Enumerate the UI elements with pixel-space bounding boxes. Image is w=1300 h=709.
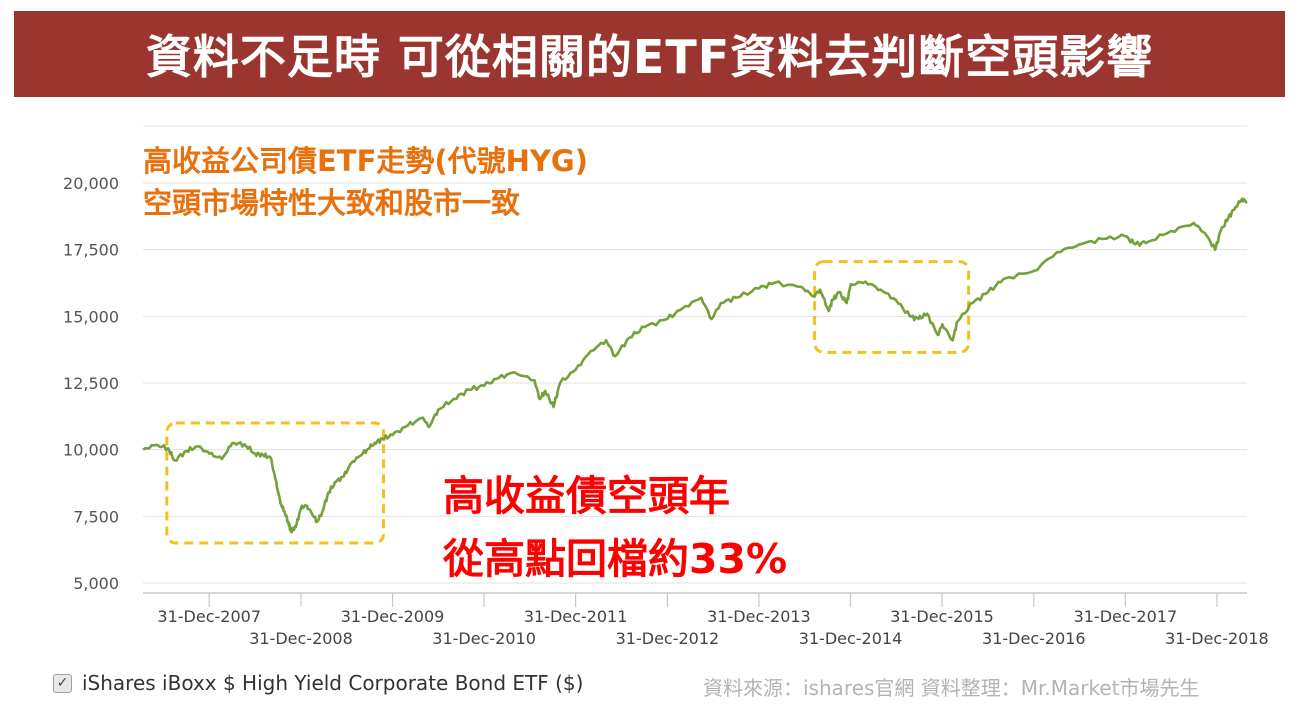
x-tick-label: 31-Dec-2010 xyxy=(432,629,536,648)
drawdown-highlight-box xyxy=(165,421,386,545)
legend[interactable]: ✓ iShares iBoxx $ High Yield Corporate B… xyxy=(53,671,583,695)
x-tick-label: 31-Dec-2016 xyxy=(982,629,1086,648)
source-note: 資料來源：ishares官網 資料整理：Mr.Market市場先生 xyxy=(703,676,1200,700)
x-tick-label: 31-Dec-2012 xyxy=(616,629,720,648)
annotation-drawdown: 從高點回檔約33% xyxy=(443,535,788,583)
y-tick-label: 12,500 xyxy=(63,374,119,393)
axes: 5,000 7,500 10,000 12,500 15,000 17,500 20,000… xyxy=(63,174,1269,648)
annotation-bear-year: 高收益債空頭年 xyxy=(443,472,730,520)
y-tick-label: 20,000 xyxy=(63,174,119,193)
x-tick-label: 31-Dec-2013 xyxy=(707,607,811,626)
x-tick-label: 31-Dec-2008 xyxy=(249,629,353,648)
x-tick-label: 31-Dec-2014 xyxy=(799,629,903,648)
title-banner: 資料不足時 可從相關的ETF資料去判斷空頭影響 xyxy=(14,11,1285,97)
series-line-hyg xyxy=(142,197,1248,534)
x-tick-label: 31-Dec-2011 xyxy=(524,607,628,626)
y-tick-label: 7,500 xyxy=(73,507,119,526)
x-tick-label: 31-Dec-2017 xyxy=(1074,607,1178,626)
x-tick-label: 31-Dec-2015 xyxy=(890,607,994,626)
legend-checkbox[interactable]: ✓ xyxy=(53,673,72,693)
legend-label: iShares iBoxx $ High Yield Corporate Bon… xyxy=(82,671,584,695)
x-tick-label: 31-Dec-2007 xyxy=(157,607,261,626)
series-layer xyxy=(142,197,1248,534)
y-tick-label: 15,000 xyxy=(63,307,119,326)
x-tick-label: 31-Dec-2018 xyxy=(1165,629,1269,648)
annotation-hyg-title: 高收益公司債ETF走勢(代號HYG) xyxy=(143,144,588,178)
y-tick-label: 17,500 xyxy=(63,241,119,260)
banner-title: 資料不足時 可從相關的ETF資料去判斷空頭影響 xyxy=(145,30,1154,84)
x-tick-label: 31-Dec-2009 xyxy=(341,607,445,626)
drawdown-highlight-box xyxy=(813,260,971,354)
y-tick-label: 10,000 xyxy=(63,441,119,460)
y-tick-label: 5,000 xyxy=(73,574,119,593)
annotation-hyg-subtitle: 空頭市場特性大致和股市一致 xyxy=(143,186,521,220)
